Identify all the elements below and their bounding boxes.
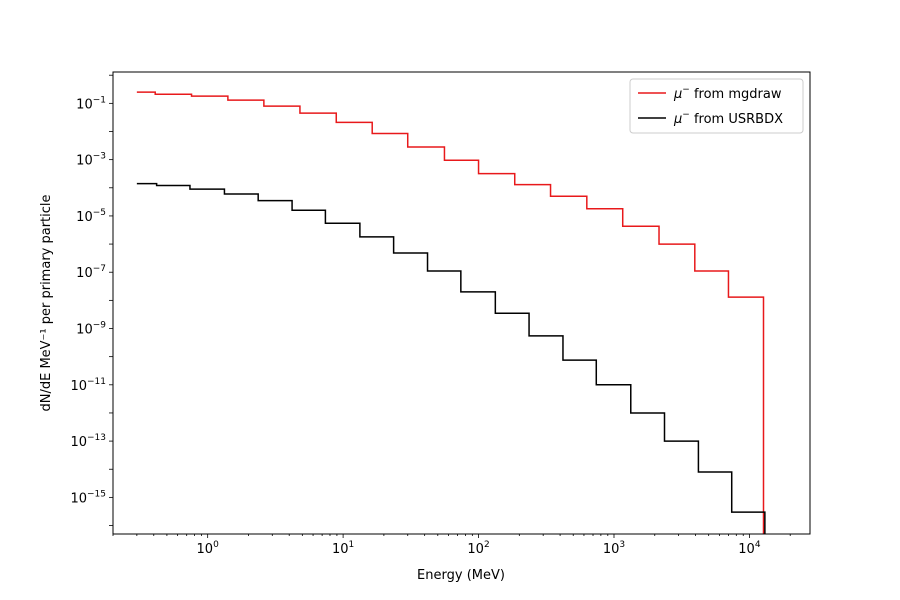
x-tick-label: 101: [332, 540, 354, 557]
y-axis-label: dN/dE MeV⁻¹ per primary particle: [39, 194, 54, 411]
y-tick-label: 10−9: [76, 321, 106, 338]
x-tick-label: 104: [738, 540, 761, 557]
x-axis: 100 101 102 103 104: [112, 534, 791, 557]
y-tick-label: 10−11: [70, 377, 106, 394]
y-tick-label: 10−5: [76, 208, 106, 225]
y-tick-label: 10−3: [76, 152, 106, 169]
series-line-1: [136, 91, 765, 534]
y-tick-label: 10−15: [70, 489, 106, 506]
y-tick-label: 10−13: [70, 433, 106, 450]
x-tick-label: 102: [467, 540, 489, 557]
legend-label-2: μ− from USRBDX: [673, 110, 783, 127]
plot-area: [136, 91, 766, 534]
legend: μ− from mgdraw μ− from USRBDX: [629, 78, 804, 134]
series-line-2: [136, 182, 766, 534]
y-tick-label: 10−7: [76, 264, 106, 281]
x-tick-label: 103: [603, 540, 625, 557]
x-axis-label: Energy (MeV): [417, 568, 505, 583]
legend-label-1: μ− from mgdraw: [673, 85, 782, 102]
y-tick-label: 10−1: [76, 95, 106, 112]
x-tick-label: 100: [197, 540, 220, 557]
legend-box: [629, 78, 804, 134]
y-axis: 10−1 10−3 10−5 10−7 10−9 10−11 10−13 10−15: [70, 74, 113, 526]
axes-frame: [112, 71, 811, 535]
